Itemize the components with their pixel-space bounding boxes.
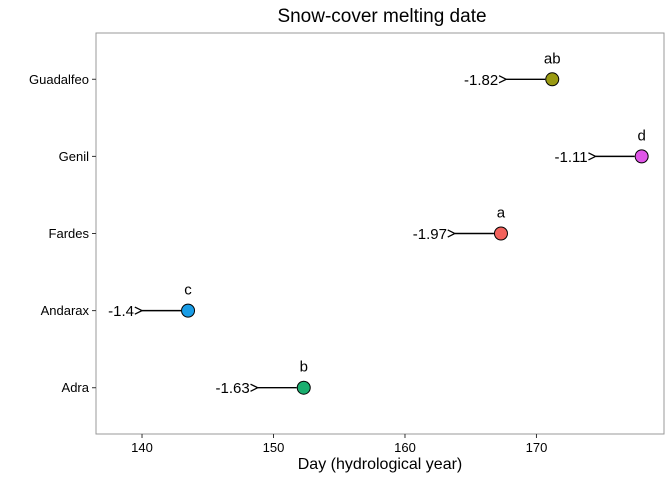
point-fardes bbox=[493, 226, 508, 241]
y-tick-label-fardes: Fardes bbox=[49, 226, 90, 241]
x-axis: 140 150 160 170 bbox=[131, 434, 547, 455]
point-andarax bbox=[181, 303, 196, 318]
y-tick-label-andarax: Andarax bbox=[41, 303, 90, 318]
data-marks: -1.63 b -1.4 c -1.97 a -1.11 d -1.82 ab bbox=[108, 50, 649, 397]
chart-title: Snow-cover melting date bbox=[277, 6, 486, 27]
value-label-genil: -1.11 bbox=[555, 149, 588, 166]
y-tick-label-guadalfeo: Guadalfeo bbox=[29, 72, 89, 87]
y-axis: Adra Andarax Fardes Genil Guadalfeo bbox=[29, 72, 96, 395]
y-tick-label-adra: Adra bbox=[62, 380, 90, 395]
x-tick-label: 160 bbox=[394, 440, 416, 455]
point-guadalfeo bbox=[545, 72, 560, 87]
value-label-guadalfeo: -1.82 bbox=[464, 72, 498, 89]
group-label-guadalfeo: ab bbox=[544, 50, 561, 67]
x-tick-label: 140 bbox=[131, 440, 153, 455]
point-genil bbox=[634, 149, 649, 164]
group-label-genil: d bbox=[637, 127, 645, 144]
value-label-andarax: -1.4 bbox=[108, 303, 134, 320]
value-label-adra: -1.63 bbox=[216, 380, 250, 397]
x-tick-label: 150 bbox=[263, 440, 285, 455]
y-tick-label-genil: Genil bbox=[59, 149, 89, 164]
point-adra bbox=[296, 380, 311, 395]
x-axis-label: Day (hydrological year) bbox=[298, 456, 463, 473]
value-label-fardes: -1.97 bbox=[413, 226, 447, 243]
plot-panel bbox=[95, 32, 665, 435]
group-label-andarax: c bbox=[184, 282, 192, 299]
x-tick-label: 170 bbox=[526, 440, 548, 455]
group-label-adra: b bbox=[300, 359, 308, 376]
group-label-fardes: a bbox=[497, 205, 506, 222]
